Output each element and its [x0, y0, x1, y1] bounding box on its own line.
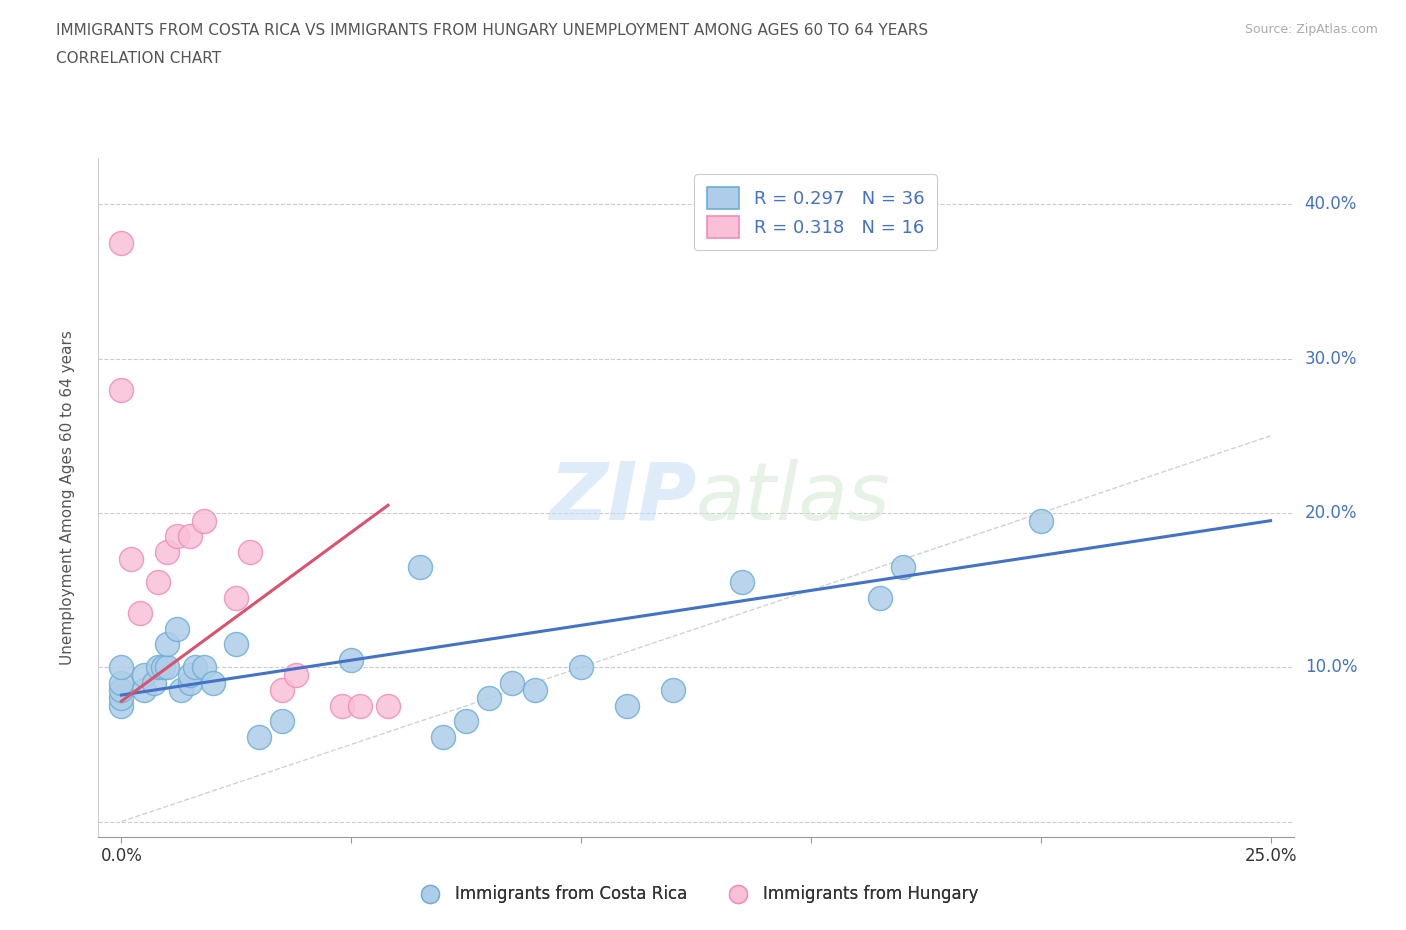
Point	[179, 528, 201, 543]
Point	[156, 637, 179, 652]
Point	[110, 691, 132, 706]
Point	[179, 668, 201, 683]
Point	[184, 660, 207, 675]
Point	[456, 714, 478, 729]
Point	[271, 683, 294, 698]
Text: 20.0%: 20.0%	[1305, 504, 1357, 522]
Point	[478, 691, 501, 706]
Point	[1029, 513, 1052, 528]
Point	[156, 660, 179, 675]
Point	[239, 544, 262, 559]
Point	[225, 591, 247, 605]
Point	[891, 560, 914, 575]
Point	[110, 382, 132, 397]
Point	[869, 591, 891, 605]
Point	[731, 575, 754, 590]
Point	[193, 513, 215, 528]
Point	[142, 675, 165, 690]
Point	[148, 575, 170, 590]
Point	[120, 551, 142, 566]
Point	[349, 698, 371, 713]
Point	[524, 683, 547, 698]
Text: ZIP: ZIP	[548, 458, 696, 537]
Point	[501, 675, 523, 690]
Point	[170, 683, 193, 698]
Point	[225, 637, 247, 652]
Text: 10.0%: 10.0%	[1305, 658, 1357, 676]
Point	[134, 668, 156, 683]
Point	[110, 235, 132, 250]
Legend: Immigrants from Costa Rica, Immigrants from Hungary: Immigrants from Costa Rica, Immigrants f…	[408, 879, 984, 910]
Point	[148, 660, 170, 675]
Point	[271, 714, 294, 729]
Point	[166, 528, 188, 543]
Point	[110, 683, 132, 698]
Text: atlas: atlas	[696, 458, 891, 537]
Point	[432, 729, 454, 744]
Point	[152, 660, 174, 675]
Point	[247, 729, 270, 744]
Point	[128, 605, 150, 620]
Point	[166, 621, 188, 636]
Point	[616, 698, 638, 713]
Text: 30.0%: 30.0%	[1305, 350, 1357, 367]
Point	[134, 683, 156, 698]
Point	[569, 660, 592, 675]
Point	[110, 675, 132, 690]
Point	[340, 652, 363, 667]
Text: CORRELATION CHART: CORRELATION CHART	[56, 51, 221, 66]
Text: 40.0%: 40.0%	[1305, 195, 1357, 213]
Point	[330, 698, 353, 713]
Point	[179, 675, 201, 690]
Point	[202, 675, 225, 690]
Point	[110, 660, 132, 675]
Point	[662, 683, 685, 698]
Point	[193, 660, 215, 675]
Point	[409, 560, 432, 575]
Point	[110, 698, 132, 713]
Point	[156, 544, 179, 559]
Point	[377, 698, 399, 713]
Text: Source: ZipAtlas.com: Source: ZipAtlas.com	[1244, 23, 1378, 36]
Point	[285, 668, 308, 683]
Text: IMMIGRANTS FROM COSTA RICA VS IMMIGRANTS FROM HUNGARY UNEMPLOYMENT AMONG AGES 60: IMMIGRANTS FROM COSTA RICA VS IMMIGRANTS…	[56, 23, 928, 38]
Y-axis label: Unemployment Among Ages 60 to 64 years: Unemployment Among Ages 60 to 64 years	[60, 330, 75, 665]
